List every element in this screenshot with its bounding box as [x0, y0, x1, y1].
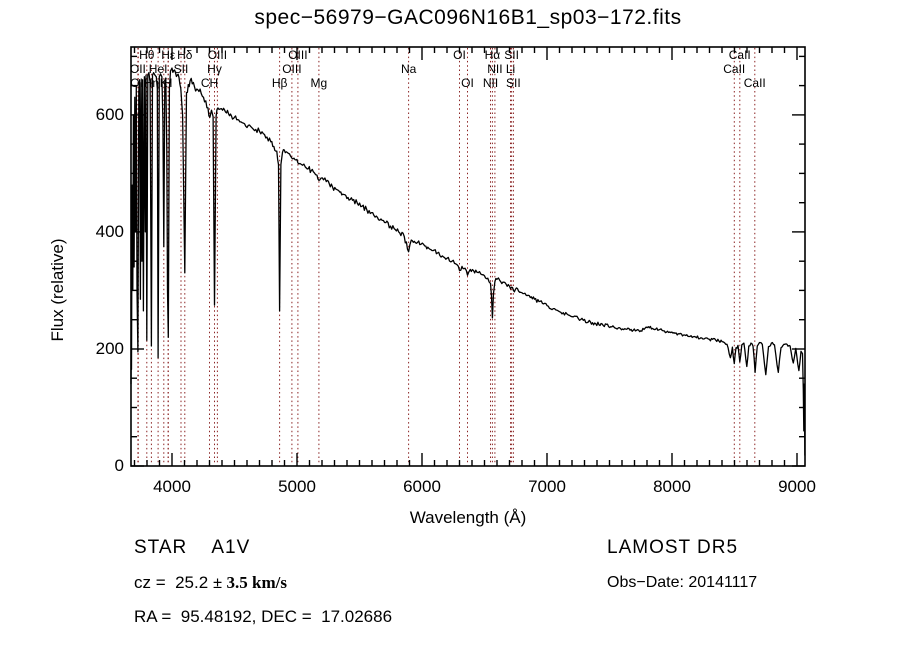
- line-marker-label: OIII: [207, 48, 228, 62]
- y-tick-label: 400: [95, 221, 124, 241]
- x-axis-title: Wavelength (Å): [409, 508, 527, 527]
- radec-label: RA = 95.48192, DEC = 17.02686: [134, 607, 393, 626]
- survey-label: LAMOST DR5: [607, 537, 739, 558]
- line-marker-label: Mg: [310, 76, 328, 90]
- line-marker-label: Li: [505, 62, 516, 76]
- line-marker-label: K: [159, 76, 168, 90]
- line-marker-label: OII: [129, 62, 146, 76]
- y-tick-label: 600: [95, 104, 124, 124]
- line-marker-label: OI: [461, 76, 474, 90]
- object-class-label: STAR A1V: [134, 537, 251, 558]
- line-marker-label: CaII: [743, 76, 766, 90]
- line-marker-label: Na: [400, 62, 417, 76]
- x-tick-label: 5000: [278, 477, 316, 496]
- line-marker-label: Hη: [143, 76, 160, 90]
- cz-label: cz = 25.2 ± 3.5 km/s: [134, 573, 287, 593]
- line-marker-label: Hα: [484, 48, 501, 62]
- line-marker-label: CaII: [728, 48, 751, 62]
- line-marker-label: OI: [453, 48, 466, 62]
- plot-frame: [130, 46, 806, 467]
- line-marker-label: H: [163, 76, 173, 90]
- line-marker-label: SII: [504, 48, 519, 62]
- cz-value: ± 3.5 km/s: [212, 573, 287, 592]
- line-marker-label: SII: [173, 62, 189, 76]
- line-marker-label: OII: [130, 76, 147, 90]
- line-marker-label: NII: [487, 62, 503, 76]
- line-marker-label: Hγ: [207, 62, 222, 76]
- line-marker-label: CH: [200, 76, 219, 90]
- obs-date-label: Obs−Date: 20141117: [607, 574, 758, 591]
- line-marker-label: Hε: [161, 48, 176, 62]
- line-marker-label: OIII: [282, 62, 302, 76]
- y-tick-label: 0: [114, 456, 124, 475]
- x-tick-label: 8000: [653, 477, 691, 496]
- spectrum-trace: [130, 67, 806, 456]
- x-tick-label: 4000: [153, 477, 191, 496]
- y-axis-title: Flux (relative): [48, 238, 67, 342]
- x-tick-label: 9000: [778, 477, 816, 496]
- x-tick-label: 6000: [403, 477, 441, 496]
- line-marker-label: CaII: [723, 62, 746, 76]
- x-tick-label: 7000: [528, 477, 566, 496]
- line-marker-label: Hθ: [139, 48, 155, 62]
- line-marker-label: NII: [482, 76, 499, 90]
- line-marker-label: Hδ: [177, 48, 193, 62]
- line-marker-label: OIII: [288, 48, 308, 62]
- line-marker-label: SII: [506, 76, 521, 90]
- y-tick-label: 200: [95, 338, 124, 358]
- cz-prefix: cz = 25.2: [134, 573, 213, 592]
- figure-title: spec−56979−GAC096N16B1_sp03−172.fits: [254, 6, 682, 29]
- line-marker-label: Hβ: [271, 76, 288, 90]
- line-marker-label: HeI: [148, 62, 168, 76]
